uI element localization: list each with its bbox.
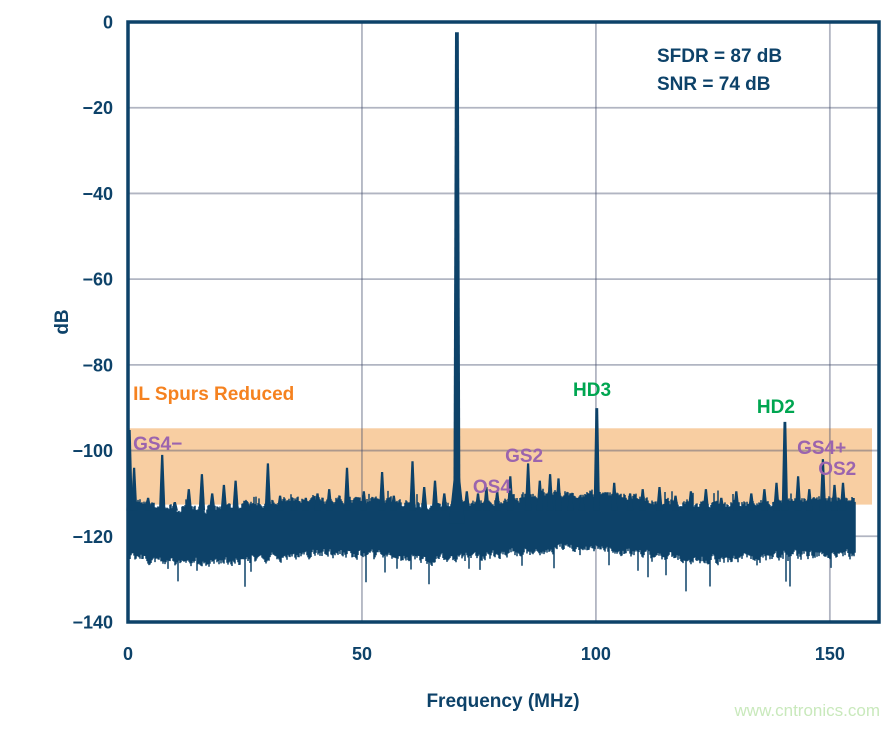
spur: [220, 484, 228, 511]
spur: [474, 493, 482, 511]
label-hd2: HD2: [757, 397, 795, 418]
spur: [302, 497, 309, 511]
spur: [507, 476, 514, 511]
spur: [409, 461, 416, 511]
spur: [264, 463, 272, 511]
label-gs2: GS2: [505, 446, 543, 467]
spur: [343, 467, 351, 511]
spur: [463, 491, 470, 511]
spur: [702, 489, 710, 511]
spur: [314, 493, 321, 511]
label-il-spurs-reduced: IL Spurs Reduced: [133, 384, 294, 405]
spur: [483, 487, 490, 511]
y-tick-label: −140: [72, 613, 113, 633]
label-gs4+: GS4+: [797, 438, 846, 459]
x-tick-label: 50: [352, 644, 372, 664]
x-axis-title: Frequency (MHz): [426, 691, 579, 712]
spur: [244, 502, 251, 511]
spur: [656, 487, 663, 511]
spur: [421, 487, 428, 511]
spur: [453, 32, 461, 503]
spur: [718, 497, 725, 511]
spur: [672, 495, 679, 511]
spur: [626, 493, 634, 511]
spur: [441, 493, 448, 511]
spur: [593, 408, 600, 511]
y-tick-label: −60: [82, 270, 113, 290]
il-spurs-highlight-band: [128, 428, 872, 505]
label-os4: OS4: [473, 477, 511, 498]
spur: [761, 489, 768, 511]
tick-label-layer: 0 50 100 150 0 −20 −40 −60 −80 −100 −120 −140: [72, 13, 844, 665]
spur: [198, 474, 206, 511]
watermark: www.cntronics.com: [734, 701, 880, 720]
spur: [839, 482, 847, 511]
spur: [360, 491, 367, 511]
spur: [567, 493, 574, 511]
spur: [494, 491, 501, 511]
spur: [687, 491, 695, 511]
spur: [159, 454, 166, 511]
label-hd3: HD3: [573, 380, 611, 401]
spur: [546, 474, 554, 511]
spur: [390, 495, 397, 511]
y-axis-title: dB: [52, 309, 73, 334]
spur: [781, 421, 789, 511]
x-tick-label: 100: [581, 644, 611, 664]
spur: [326, 489, 333, 511]
sfdr-annotation: SFDR = 87 dB: [657, 46, 782, 67]
spur: [578, 497, 586, 511]
label-gs4−: GS4−: [133, 434, 182, 455]
spur: [185, 489, 192, 511]
spur: [794, 476, 802, 511]
spur: [144, 497, 152, 511]
x-tick-label: 0: [123, 644, 133, 664]
plot-border: [126, 20, 881, 624]
y-tick-label: −20: [82, 98, 113, 118]
x-tick-label: 150: [815, 644, 845, 664]
spur: [733, 491, 740, 511]
snr-annotation: SNR = 74 dB: [657, 74, 771, 95]
spur: [232, 480, 239, 511]
spur: [536, 480, 543, 511]
spur-trace-layer: [126, 32, 847, 524]
spur: [773, 482, 780, 511]
highlight-band-layer: [128, 428, 872, 505]
spur: [209, 493, 216, 511]
spur: [639, 489, 646, 511]
spur: [276, 495, 284, 511]
spur: [806, 489, 813, 511]
y-tick-label: 0: [103, 13, 113, 33]
label-os2: OS2: [818, 459, 856, 480]
spur: [130, 467, 138, 511]
y-tick-label: −120: [72, 527, 113, 547]
spur: [431, 480, 439, 511]
spur: [831, 484, 838, 511]
y-tick-label: −40: [82, 184, 113, 204]
spur: [524, 463, 532, 511]
spur: [290, 502, 298, 511]
y-tick-label: −80: [82, 355, 113, 375]
y-tick-label: −100: [72, 441, 113, 461]
spur: [748, 493, 755, 511]
spur: [378, 472, 386, 511]
spur: [611, 482, 618, 511]
spur: [555, 478, 562, 511]
spur: [819, 459, 827, 511]
spur: [171, 502, 178, 511]
